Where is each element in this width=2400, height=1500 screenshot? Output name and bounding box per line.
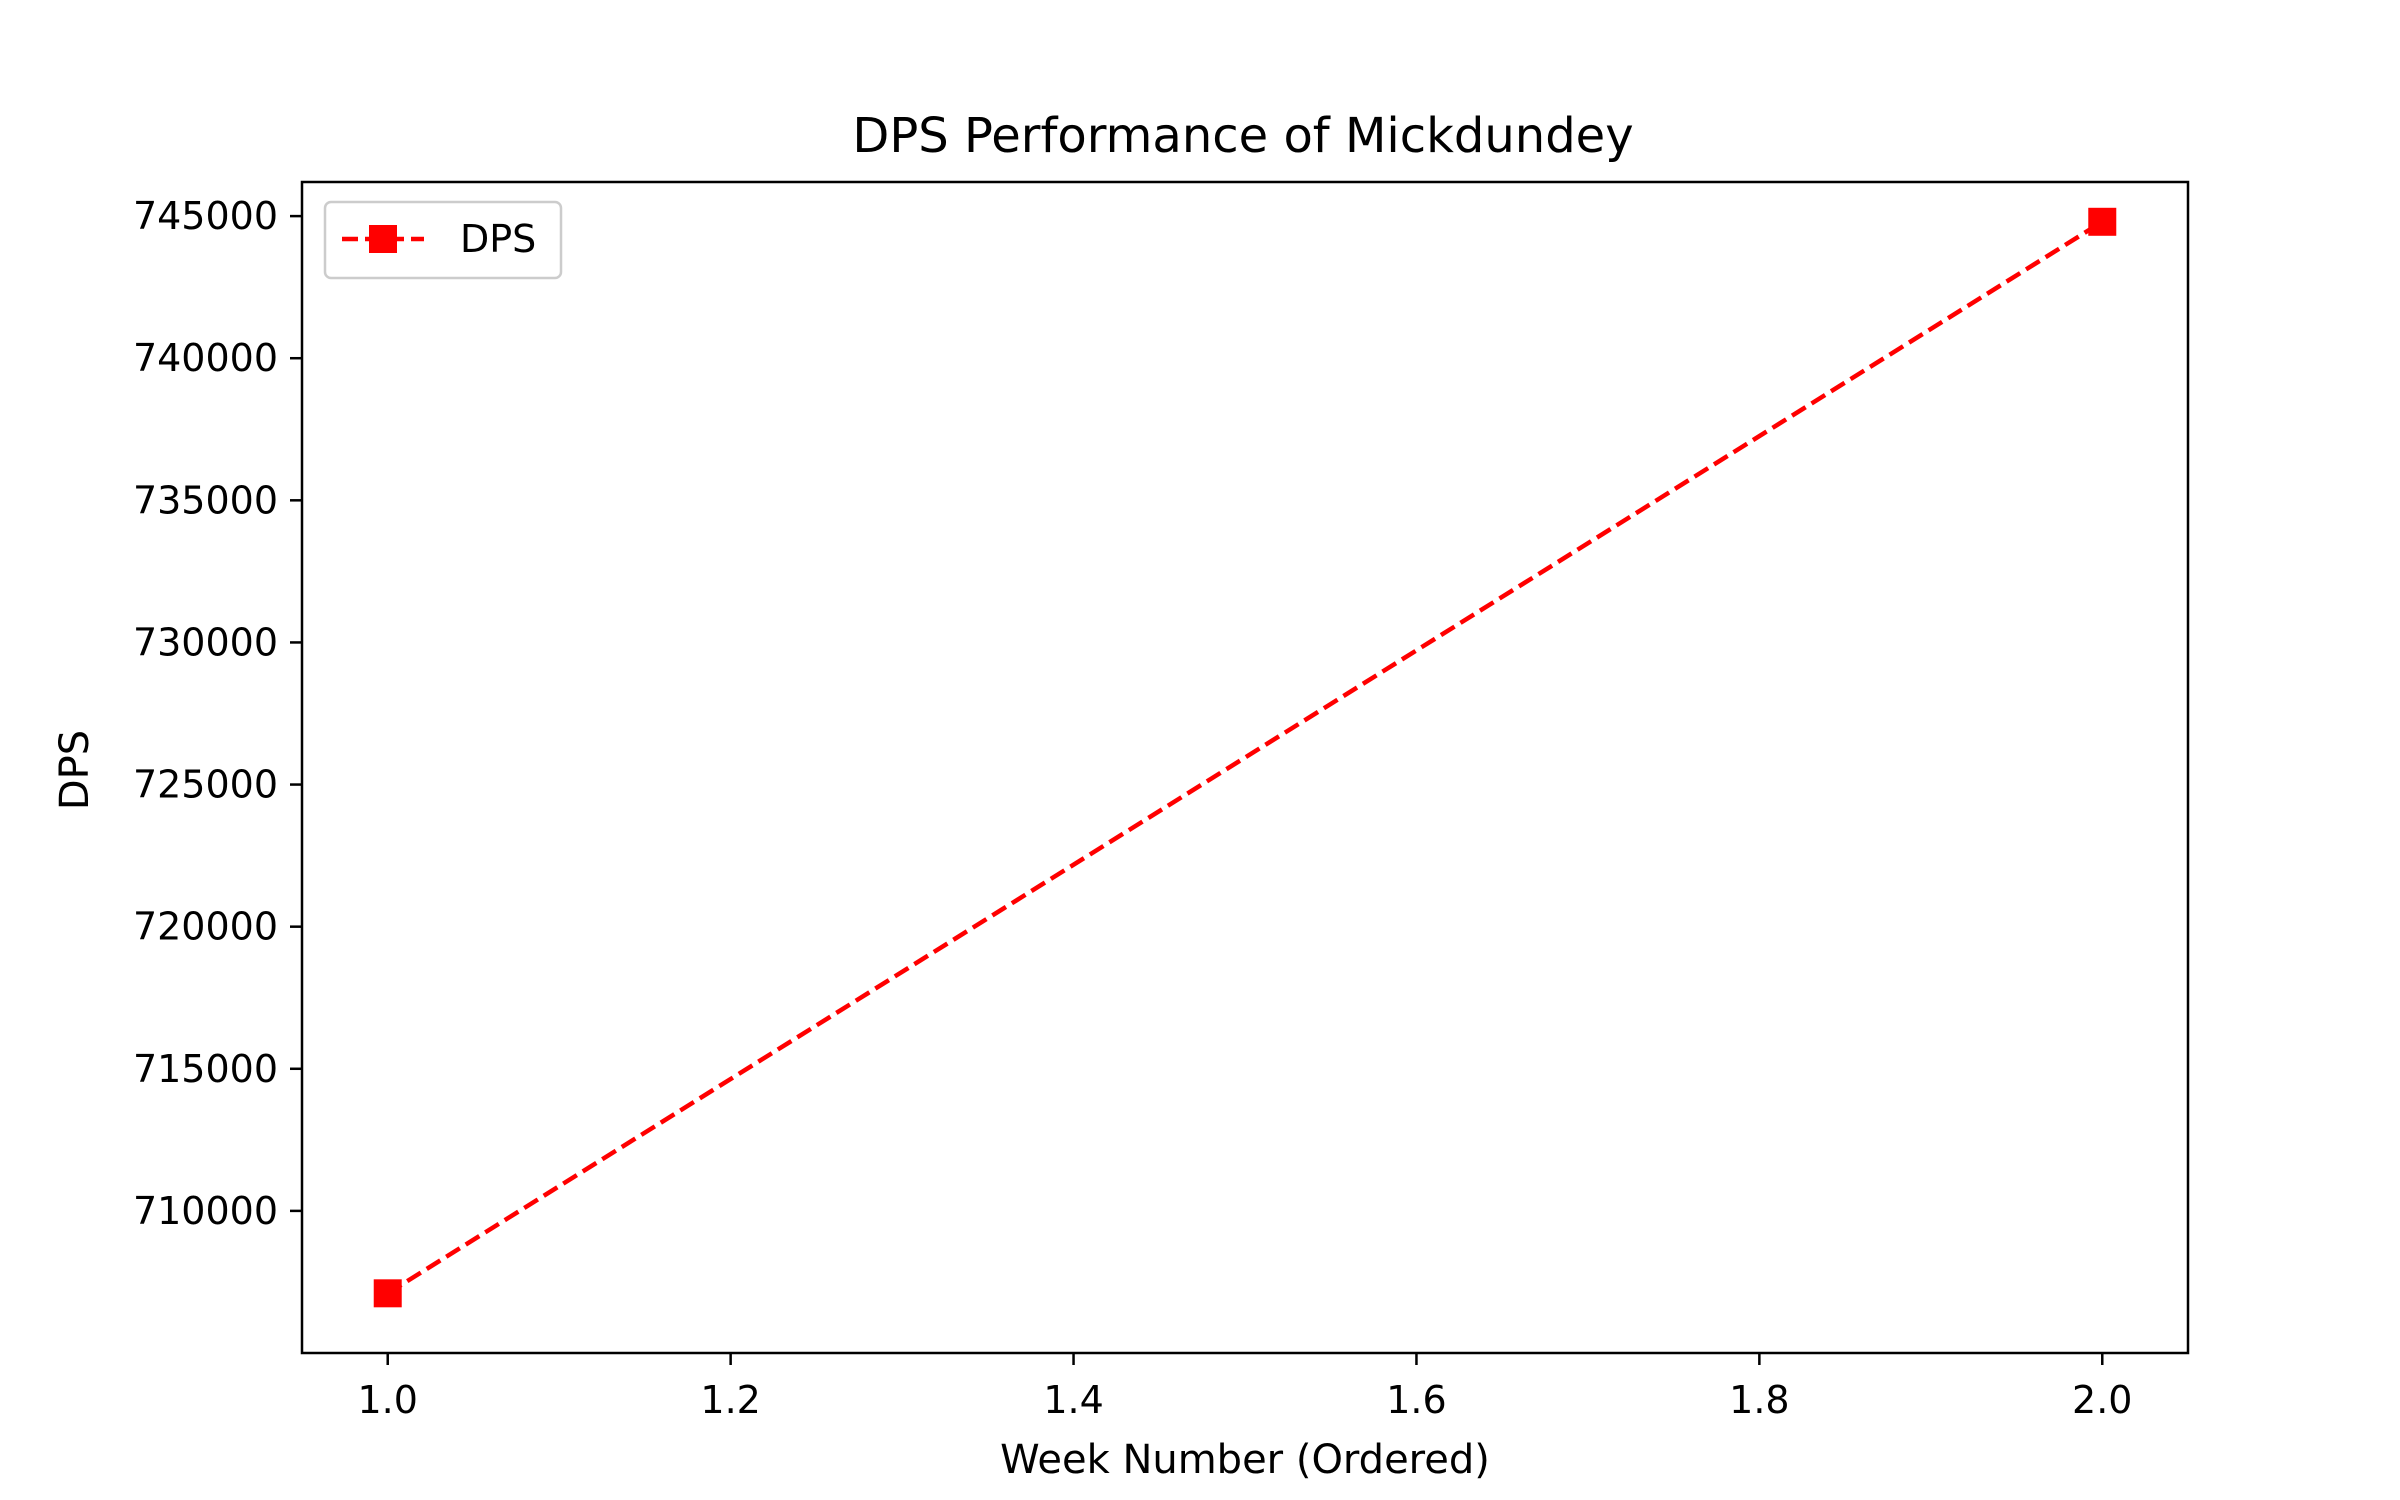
x-tick-label: 1.4 bbox=[1043, 1378, 1103, 1422]
x-tick-label: 1.0 bbox=[358, 1378, 418, 1422]
legend-box bbox=[323, 200, 563, 280]
x-axis: 1.0 1.2 1.4 1.6 1.8 2.0 bbox=[358, 1353, 2132, 1422]
legend-marker-square bbox=[369, 225, 397, 253]
x-tick-label: 1.8 bbox=[1729, 1378, 1789, 1422]
y-tick-label: 730000 bbox=[133, 620, 278, 664]
plot-area bbox=[300, 180, 2190, 1355]
y-tick-label: 740000 bbox=[133, 336, 278, 380]
y-tick-label: 745000 bbox=[133, 194, 278, 238]
x-tick-label: 2.0 bbox=[2072, 1378, 2132, 1422]
chart-title: DPS Performance of Mickdundey bbox=[852, 108, 1633, 164]
y-axis-label: DPS bbox=[52, 730, 98, 810]
data-point-marker bbox=[373, 1279, 402, 1308]
x-axis-label: Week Number (Ordered) bbox=[1000, 1437, 1490, 1483]
y-tick-label: 715000 bbox=[133, 1047, 278, 1091]
y-tick-label: 710000 bbox=[133, 1189, 278, 1233]
y-tick-label: 725000 bbox=[133, 763, 278, 807]
data-point-marker bbox=[2088, 207, 2117, 236]
y-tick-label: 735000 bbox=[133, 478, 278, 522]
series-line bbox=[386, 219, 2104, 1296]
y-axis: 710000 715000 720000 725000 730000 735000 7400… bbox=[133, 194, 302, 1233]
series-layer bbox=[373, 207, 2117, 1308]
y-tick-label: 720000 bbox=[133, 905, 278, 949]
legend-entry-label: DPS bbox=[460, 217, 536, 261]
x-tick-label: 1.6 bbox=[1386, 1378, 1446, 1422]
legend: DPS bbox=[323, 200, 563, 280]
x-tick-label: 1.2 bbox=[700, 1378, 760, 1422]
